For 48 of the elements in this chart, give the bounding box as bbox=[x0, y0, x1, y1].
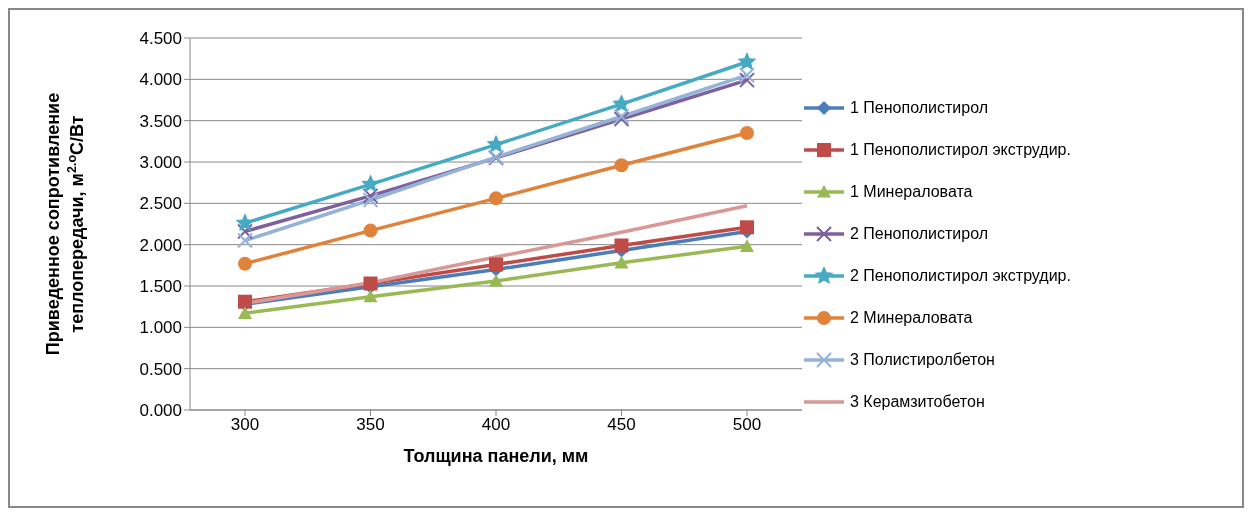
point bbox=[740, 126, 754, 141]
point bbox=[238, 306, 252, 319]
x-tick-label: 350 bbox=[356, 415, 385, 435]
y-tick-label: 3.000 bbox=[139, 153, 182, 173]
x-axis-title: Толщина панели, мм bbox=[403, 446, 589, 466]
point bbox=[237, 223, 253, 240]
y-tick-label: 2.500 bbox=[139, 194, 182, 214]
legend-label: 3 Полистиролбетон bbox=[850, 351, 995, 369]
point bbox=[363, 223, 378, 238]
point bbox=[238, 256, 252, 271]
point bbox=[237, 232, 253, 249]
point bbox=[489, 257, 503, 272]
y-tick-label: 1.000 bbox=[139, 318, 182, 338]
x-tick-label: 450 bbox=[607, 415, 636, 435]
legend-label: 2 Минераловата bbox=[850, 309, 973, 327]
y-tick-label: 4.500 bbox=[139, 29, 182, 49]
y-tick-label: 0.500 bbox=[139, 359, 182, 379]
point bbox=[363, 289, 378, 303]
y-tick-label: 2.000 bbox=[139, 235, 182, 255]
point bbox=[612, 94, 631, 112]
legend-label: 2 Пенополистирол экструдир. bbox=[850, 267, 1071, 285]
x-tick-label: 300 bbox=[230, 415, 260, 435]
point bbox=[489, 191, 503, 206]
point bbox=[489, 274, 503, 287]
point bbox=[737, 52, 757, 70]
point bbox=[740, 220, 754, 235]
point bbox=[361, 174, 380, 193]
legend-label: 2 Пенополистирол bbox=[850, 225, 989, 243]
point bbox=[614, 238, 629, 253]
legend-label: 1 Минераловата bbox=[850, 183, 973, 201]
point bbox=[486, 135, 506, 153]
y-tick-label: 3.500 bbox=[139, 111, 182, 131]
point bbox=[614, 158, 629, 173]
point bbox=[739, 72, 755, 89]
point bbox=[362, 187, 379, 204]
point bbox=[739, 67, 755, 84]
y-tick-label: 0.000 bbox=[139, 401, 182, 421]
legend-label: 1 Пенополистирол экструдир. bbox=[850, 141, 1071, 159]
point bbox=[362, 192, 379, 209]
point bbox=[740, 239, 754, 252]
x-tick-label: 400 bbox=[481, 415, 511, 435]
legend-label: 1 Пенополистирол bbox=[850, 99, 989, 117]
legend-label: 3 Керамзитобетон bbox=[850, 393, 985, 411]
y-tick-label: 4.000 bbox=[139, 70, 182, 90]
point bbox=[235, 213, 255, 231]
x-tick-label: 500 bbox=[732, 415, 762, 435]
y-tick-label: 1.500 bbox=[139, 277, 182, 297]
point bbox=[614, 255, 629, 269]
